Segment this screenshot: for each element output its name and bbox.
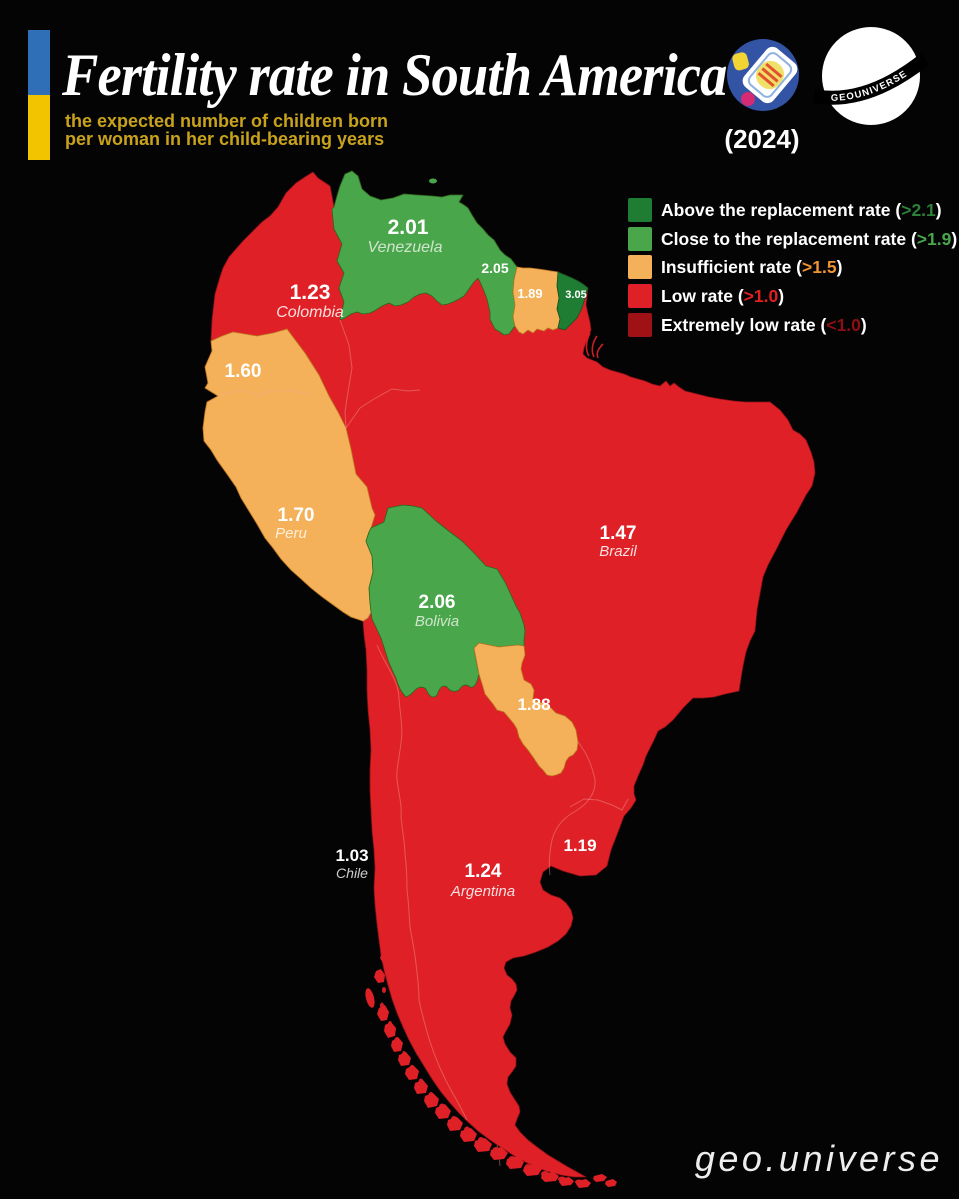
svg-text:Bolivia: Bolivia — [415, 613, 459, 630]
svg-text:2.06: 2.06 — [419, 592, 456, 613]
svg-text:1.88: 1.88 — [517, 695, 550, 714]
svg-text:2.05: 2.05 — [481, 260, 508, 276]
svg-text:2.01: 2.01 — [388, 216, 429, 239]
svg-text:1.60: 1.60 — [225, 361, 262, 382]
svg-text:1.89: 1.89 — [517, 286, 542, 301]
svg-text:1.03: 1.03 — [335, 846, 368, 865]
svg-text:1.70: 1.70 — [278, 505, 315, 526]
svg-text:1.23: 1.23 — [290, 281, 331, 304]
svg-text:1.24: 1.24 — [465, 861, 502, 882]
svg-text:1.19: 1.19 — [563, 836, 596, 855]
svg-text:3.05: 3.05 — [565, 289, 586, 301]
svg-text:Peru: Peru — [275, 525, 307, 542]
svg-text:Argentina: Argentina — [450, 883, 515, 900]
svg-text:1.47: 1.47 — [600, 523, 637, 544]
svg-text:Venezuela: Venezuela — [367, 239, 442, 256]
svg-text:Colombia: Colombia — [276, 304, 344, 321]
svg-text:Chile: Chile — [336, 865, 368, 881]
svg-text:Brazil: Brazil — [599, 543, 637, 560]
